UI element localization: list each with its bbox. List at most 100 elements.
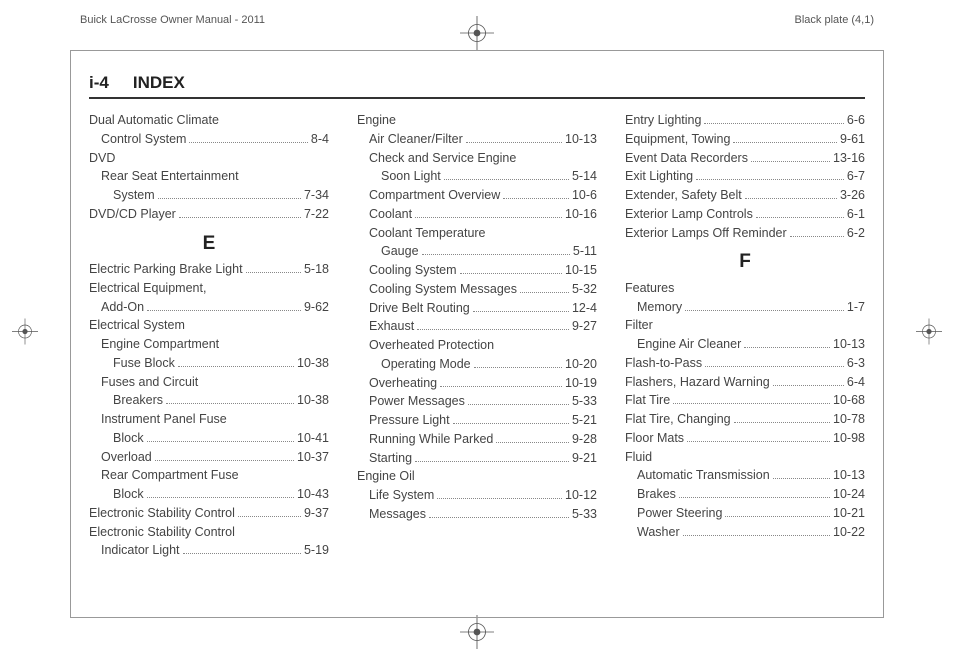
index-entry-label: Rear Seat Entertainment <box>101 167 239 186</box>
index-entry-label: Pressure Light <box>369 411 450 430</box>
leader-dots <box>460 273 562 274</box>
index-entry: Overheating10-19 <box>357 374 597 393</box>
index-entry-label: Block <box>113 485 144 504</box>
index-entry-label: Rear Compartment Fuse <box>101 466 239 485</box>
index-entry-page: 10-38 <box>297 354 329 373</box>
index-entry: Block10-43 <box>89 485 329 504</box>
index-entry: Automatic Transmission10-13 <box>625 466 865 485</box>
index-entry: Compartment Overview10-6 <box>357 186 597 205</box>
index-entry-label: Life System <box>369 486 434 505</box>
leader-dots <box>437 498 562 499</box>
index-entry-page: 10-13 <box>833 335 865 354</box>
index-entry-label: Flat Tire <box>625 391 670 410</box>
index-entry-label: Flashers, Hazard Warning <box>625 373 770 392</box>
index-entry: Exit Lighting6-7 <box>625 167 865 186</box>
index-entry-label: Electronic Stability Control <box>89 504 235 523</box>
index-entry-label: Fluid <box>625 448 652 467</box>
index-entry: Coolant Temperature <box>357 224 597 243</box>
index-entry: Electric Parking Brake Light5-18 <box>89 260 329 279</box>
index-entry-label: Brakes <box>637 485 676 504</box>
index-entry-label: Block <box>113 429 144 448</box>
index-entry-page: 5-32 <box>572 280 597 299</box>
leader-dots <box>147 310 301 311</box>
leader-dots <box>705 366 844 367</box>
index-entry-label: Coolant <box>369 205 412 224</box>
index-entry: Rear Compartment Fuse <box>89 466 329 485</box>
index-entry: Cooling System10-15 <box>357 261 597 280</box>
index-entry: Add-On9-62 <box>89 298 329 317</box>
index-entry-label: Engine Air Cleaner <box>637 335 741 354</box>
index-entry: Fuse Block10-38 <box>89 354 329 373</box>
index-entry-label: Automatic Transmission <box>637 466 770 485</box>
leader-dots <box>773 478 830 479</box>
index-entry-label: Overload <box>101 448 152 467</box>
index-entry-label: Equipment, Towing <box>625 130 730 149</box>
index-entry-label: Overheating <box>369 374 437 393</box>
index-entry-page: 5-18 <box>304 260 329 279</box>
index-entry-page: 10-12 <box>565 486 597 505</box>
leader-dots <box>415 217 562 218</box>
index-entry-page: 10-6 <box>572 186 597 205</box>
leader-dots <box>453 423 569 424</box>
index-entry-page: 10-68 <box>833 391 865 410</box>
page-content: i-4 INDEX Dual Automatic ClimateControl … <box>89 73 865 595</box>
index-entry: Features <box>625 279 865 298</box>
leader-dots <box>474 367 562 368</box>
index-entry-page: 10-38 <box>297 391 329 410</box>
index-entry-label: Entry Lighting <box>625 111 701 130</box>
index-entry: Equipment, Towing9-61 <box>625 130 865 149</box>
leader-dots <box>417 329 569 330</box>
leader-dots <box>744 347 830 348</box>
leader-dots <box>773 385 844 386</box>
leader-dots <box>466 142 562 143</box>
leader-dots <box>178 366 294 367</box>
page-frame: i-4 INDEX Dual Automatic ClimateControl … <box>70 50 884 618</box>
index-entry-page: 10-21 <box>833 504 865 523</box>
index-entry: Floor Mats10-98 <box>625 429 865 448</box>
index-entry: Extender, Safety Belt3-26 <box>625 186 865 205</box>
leader-dots <box>687 441 830 442</box>
index-entry: Operating Mode 10-20 <box>357 355 597 374</box>
index-entry: Life System 10-12 <box>357 486 597 505</box>
index-entry: Engine Air Cleaner 10-13 <box>625 335 865 354</box>
leader-dots <box>679 497 830 498</box>
index-entry: Control System8-4 <box>89 130 329 149</box>
leader-dots <box>415 461 569 462</box>
leader-dots <box>733 142 837 143</box>
index-entry: Breakers 10-38 <box>89 391 329 410</box>
index-columns: Dual Automatic ClimateControl System8-4D… <box>89 111 865 560</box>
page-title: INDEX <box>133 73 185 93</box>
index-entry-label: Add-On <box>101 298 144 317</box>
index-entry-page: 10-20 <box>565 355 597 374</box>
index-entry: DVD/CD Player7-22 <box>89 205 329 224</box>
index-entry-label: Engine <box>357 111 396 130</box>
index-entry-page: 9-37 <box>304 504 329 523</box>
index-entry-page: 13-16 <box>833 149 865 168</box>
index-entry-page: 5-19 <box>304 541 329 560</box>
index-entry: Air Cleaner/Filter10-13 <box>357 130 597 149</box>
index-entry: Flat Tire 10-68 <box>625 391 865 410</box>
index-entry-label: DVD <box>89 149 115 168</box>
leader-dots <box>473 311 569 312</box>
leader-dots <box>166 403 294 404</box>
index-entry-page: 6-7 <box>847 167 865 186</box>
index-entry-page: 9-21 <box>572 449 597 468</box>
index-entry-page: 6-2 <box>847 224 865 243</box>
index-entry-label: Drive Belt Routing <box>369 299 470 318</box>
index-entry: Entry Lighting6-6 <box>625 111 865 130</box>
leader-dots <box>704 123 843 124</box>
index-entry-label: Breakers <box>113 391 163 410</box>
index-entry: Event Data Recorders13-16 <box>625 149 865 168</box>
index-entry: Fuses and Circuit <box>89 373 329 392</box>
index-entry-label: Electronic Stability Control <box>89 523 235 542</box>
index-entry-label: Operating Mode <box>381 355 471 374</box>
index-entry-page: 6-3 <box>847 354 865 373</box>
leader-dots <box>696 179 844 180</box>
index-entry-label: Filter <box>625 316 653 335</box>
index-entry-label: Messages <box>369 505 426 524</box>
index-entry: Flashers, Hazard Warning6-4 <box>625 373 865 392</box>
leader-dots <box>422 254 570 255</box>
crop-mark-left <box>12 319 38 350</box>
index-entry: Gauge5-11 <box>357 242 597 261</box>
leader-dots <box>147 497 294 498</box>
